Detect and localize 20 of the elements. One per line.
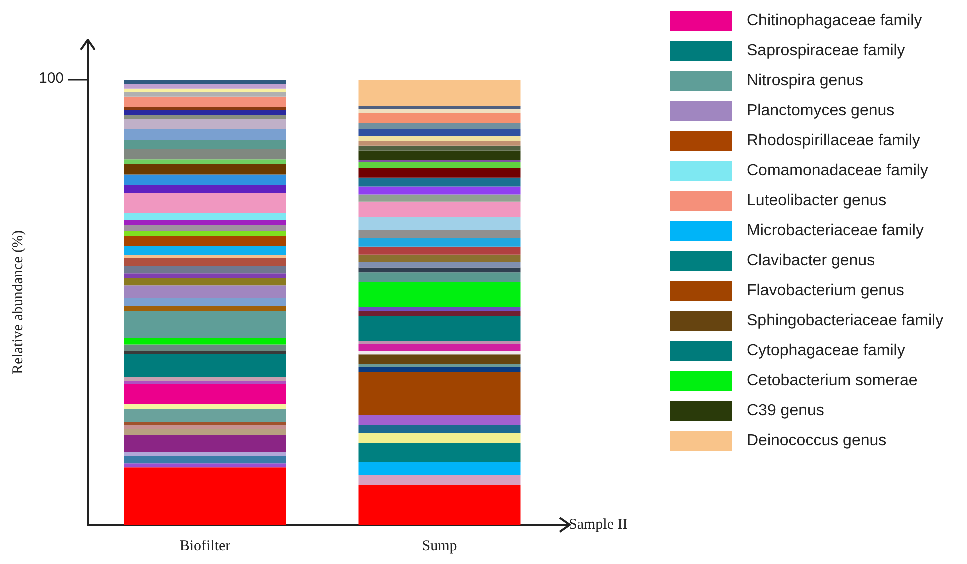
x-axis-title: Sample II xyxy=(569,517,628,533)
legend-label: Comamonadaceae family xyxy=(747,162,928,180)
legend-label: Microbacteriaceae family xyxy=(747,222,924,240)
legend-label: C39 genus xyxy=(747,402,824,420)
legend-label: Cetobacterium somerae xyxy=(747,372,918,390)
legend-label: Rhodospirillaceae family xyxy=(747,132,920,150)
legend-label: Chitinophagaceae family xyxy=(747,12,922,30)
legend-label: Luteolibacter genus xyxy=(747,192,887,210)
legend-label: Planctomyces genus xyxy=(747,102,895,120)
x-tick-label: Biofilter xyxy=(180,538,231,554)
legend-label: Deinococcus genus xyxy=(747,432,887,450)
legend-label: Clavibacter genus xyxy=(747,252,876,270)
x-tick-label: Sump xyxy=(422,538,458,554)
y-axis-title: Relative abundance (%) xyxy=(10,230,26,375)
legend-label: Sphingobacteriaceae family xyxy=(747,312,944,330)
legend-label: Flavobacterium genus xyxy=(747,282,904,300)
legend-label: Cytophagaceae family xyxy=(747,342,906,360)
legend-label: Saprospiraceae family xyxy=(747,42,906,60)
text: 100 xyxy=(38,70,64,87)
legend-label: Nitrospira genus xyxy=(747,72,864,90)
